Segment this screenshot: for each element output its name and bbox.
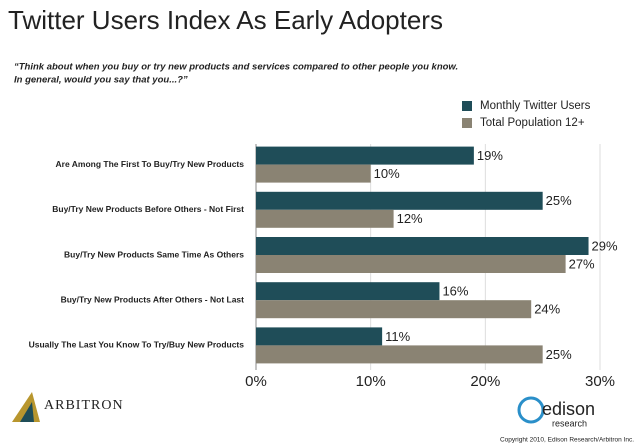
bar	[256, 237, 589, 255]
bar	[256, 164, 371, 183]
legend-swatch	[462, 101, 472, 111]
chart-title: Twitter Users Index As Early Adopters	[8, 5, 443, 35]
bar	[256, 255, 566, 273]
subtitle: “Think about when you buy or try new pro…	[14, 62, 458, 73]
x-tick-label: 30%	[585, 373, 615, 390]
value-label: 27%	[569, 256, 595, 271]
value-label: 12%	[397, 211, 423, 226]
arbitron-icon	[20, 402, 34, 422]
y-tick-label: Usually The Last You Know To Try/Buy New…	[29, 340, 245, 350]
legend-label: Monthly Twitter Users	[480, 100, 591, 112]
y-tick-label: Are Among The First To Buy/Try New Produ…	[56, 159, 245, 169]
bar	[256, 282, 440, 301]
x-tick-label: 10%	[356, 373, 386, 390]
copyright: Copyright 2010, Edison Research/Arbitron…	[500, 437, 634, 444]
value-label: 24%	[534, 302, 560, 317]
y-tick-label: Buy/Try New Products Same Time As Others	[64, 249, 244, 259]
legend-swatch	[462, 118, 472, 128]
value-label: 11%	[385, 329, 410, 344]
y-tick-label: Buy/Try New Products Before Others - Not…	[52, 204, 244, 214]
bar	[256, 300, 532, 319]
bar	[256, 327, 383, 346]
x-tick-label: 0%	[245, 373, 267, 390]
y-tick-label: Buy/Try New Products After Others - Not …	[61, 294, 245, 304]
value-label: 25%	[546, 193, 572, 208]
edison-icon	[517, 396, 545, 424]
x-tick-label: 20%	[470, 373, 500, 390]
value-label: 29%	[592, 238, 618, 253]
value-label: 10%	[374, 166, 400, 181]
bar	[256, 146, 474, 165]
value-label: 19%	[477, 148, 503, 163]
legend-label: Total Population 12+	[480, 117, 585, 129]
bar	[256, 209, 394, 228]
edison-logo-sub: research	[552, 418, 587, 428]
arbitron-logo: ARBITRON	[44, 398, 124, 413]
bar	[256, 191, 543, 210]
subtitle: In general, would you say that you...?”	[14, 75, 188, 86]
value-label: 16%	[442, 284, 468, 299]
value-label: 25%	[546, 347, 572, 362]
edison-logo: edison	[542, 399, 595, 419]
bar	[256, 345, 543, 364]
